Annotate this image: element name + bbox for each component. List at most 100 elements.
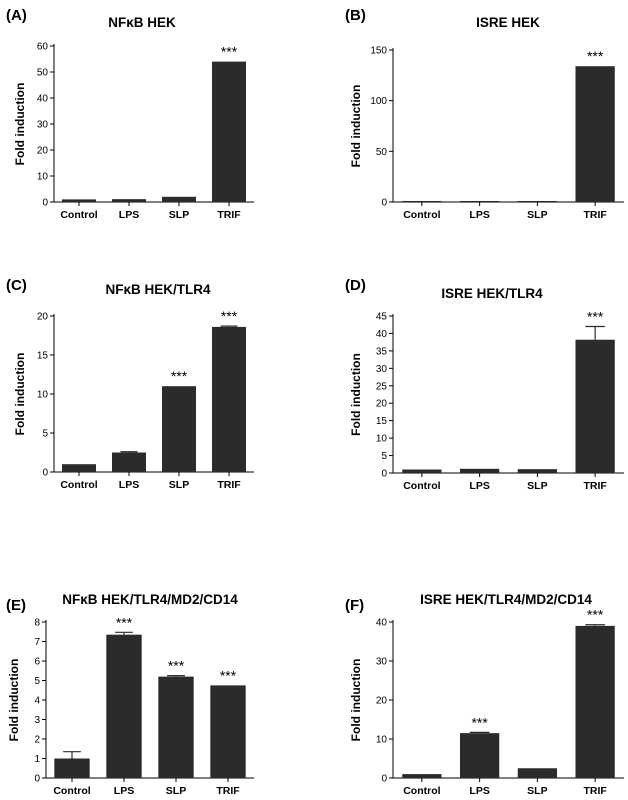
bar-slp [517,768,558,778]
chart-panel-f: (F) ISRE HEK/TLR4/MD2/CD14 Fold induction 0… [345,592,624,797]
y-tick-label: 100 [370,96,387,107]
y-tick-label: 5 [381,451,387,462]
y-tick-label: 50 [376,147,388,158]
y-axis-label: Fold induction [13,83,27,166]
y-axis-label: Fold induction [13,353,27,436]
x-tick-label: SLP [169,209,189,221]
y-tick-label: 30 [37,120,49,131]
bar-trif [575,66,615,202]
significance-label: *** [171,368,188,384]
y-tick-label: 30 [376,364,388,375]
x-tick-label: TRIF [583,209,607,221]
y-tick-label: 25 [376,381,388,392]
y-tick-label: 5 [34,676,40,687]
y-tick-label: 2 [34,735,40,746]
panel-label: (F) [345,597,364,614]
significance-label: *** [221,308,238,324]
y-tick-label: 6 [34,657,40,668]
bar-trif [575,339,615,473]
x-tick-label: TRIF [583,785,607,797]
chart-title: ISRE HEK/TLR4/MD2/CD14 [420,592,592,607]
y-tick-label: 40 [376,329,388,340]
bar-lps [459,733,500,778]
x-tick-label: Control [403,209,440,221]
y-tick-label: 10 [376,434,388,445]
x-tick-label: LPS [469,209,489,221]
x-tick-label: Control [60,209,97,221]
chart-title: NFκB HEK/TLR4 [105,282,211,297]
bar-control [54,758,90,778]
chart-panel-d: (D) ISRE HEK/TLR4 Fold induction 0 5 10 15 20 25… [345,277,624,492]
x-tick-label: Control [403,785,440,797]
y-tick-label: 8 [34,618,40,629]
significance-label: *** [220,667,237,683]
significance-label: *** [587,48,604,64]
bar-control [402,200,442,202]
y-tick-label: 15 [37,351,49,362]
y-tick-label: 20 [37,146,49,157]
x-tick-label: SLP [527,209,547,221]
y-tick-label: 20 [37,312,49,323]
panel-label: (B) [345,7,366,24]
significance-label: *** [116,614,133,630]
chart-panel-b: (B) ISRE HEK Fold induction 0 50 100 150 Contro… [345,7,624,221]
y-axis-label: Fold induction [349,353,363,436]
bar-slp [162,196,196,202]
bar-control [62,464,96,472]
x-tick-label: Control [403,480,440,492]
y-tick-label: 0 [42,198,48,209]
x-tick-label: LPS [469,480,489,492]
y-tick-label: 3 [34,715,40,726]
y-tick-label: 150 [370,46,387,57]
y-tick-label: 40 [37,94,49,105]
panel-label: (D) [345,277,366,294]
significance-label: *** [587,308,604,324]
bar-control [402,774,442,778]
bar-lps [459,200,500,202]
y-axis-label: Fold induction [349,85,363,168]
significance-label: *** [471,714,488,730]
y-tick-label: 35 [376,346,388,357]
bar-control [62,199,96,202]
x-tick-label: Control [53,785,90,797]
chart-panel-a: (A) NFκB HEK Fold induction 0 10 20 30 40 50 60 Co… [6,7,254,221]
x-tick-label: LPS [469,785,489,797]
y-tick-label: 0 [381,469,387,480]
x-tick-label: Control [60,479,97,491]
chart-title: NFκB HEK/TLR4/MD2/CD14 [62,592,238,607]
significance-label: *** [168,658,185,674]
bar-slp [158,676,194,778]
y-tick-label: 45 [376,312,388,323]
y-tick-label: 50 [37,68,49,79]
bar-trif [210,685,246,778]
x-tick-label: SLP [527,480,547,492]
x-tick-label: LPS [119,209,139,221]
y-tick-label: 0 [42,468,48,479]
significance-label: *** [221,44,238,60]
y-axis-label: Fold induction [7,659,21,742]
y-tick-label: 40 [376,618,388,629]
bar-slp [162,386,196,472]
x-tick-label: SLP [527,785,547,797]
y-tick-label: 4 [34,696,40,707]
bar-slp [517,469,558,473]
chart-title: ISRE HEK/TLR4 [441,286,543,301]
y-axis-label: Fold induction [349,659,363,742]
bar-trif [575,625,615,778]
bar-lps [112,199,146,202]
bar-lps [459,468,500,473]
x-tick-label: SLP [166,785,186,797]
chart-panel-e: (E) NFκB HEK/TLR4/MD2/CD14 Fold induction 0… [6,592,254,797]
x-tick-label: SLP [169,479,189,491]
x-tick-label: TRIF [583,480,607,492]
y-tick-label: 10 [37,172,49,183]
chart-panel-c: (C) NFκB HEK/TLR4 Fold induction 0 5 10 15 20 Co… [6,277,254,491]
significance-label: *** [587,607,604,623]
y-tick-label: 5 [42,429,48,440]
y-tick-label: 60 [37,42,49,53]
x-tick-label: TRIF [217,479,241,491]
bar-slp [517,200,558,202]
x-tick-label: LPS [119,479,139,491]
panel-label: (E) [6,597,26,614]
